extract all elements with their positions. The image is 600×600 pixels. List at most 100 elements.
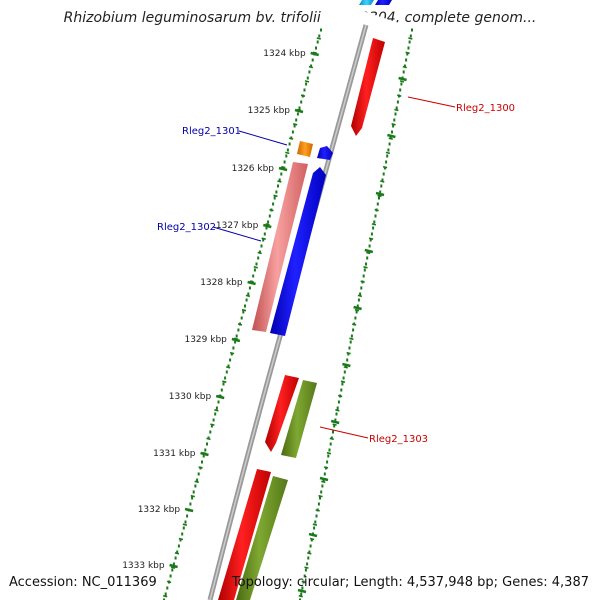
gene-label-rleg2-1301[interactable]: Rleg2_1301 [182,126,241,137]
outer-ruler-minor-tick [352,323,357,326]
inner-ruler-minor-tick [182,523,188,526]
inner-ruler-dot [222,382,225,386]
gene-rleg2-1301-small-features[interactable] [297,141,333,160]
inner-ruler-dot [240,316,243,320]
inner-ruler-dot [232,346,235,350]
inner-ruler-dot [212,418,215,422]
inner-ruler-minor-tick [214,409,219,412]
outer-ruler-major-tick [342,362,351,368]
ruler-tick-label: 1328 kbp [200,278,243,288]
outer-ruler-minor-tick [309,537,315,541]
inner-ruler-dot [311,58,314,62]
inner-ruler-dot [318,34,321,38]
inner-ruler-dot [268,214,271,218]
outer-ruler-minor-tick [340,380,346,383]
outer-ruler-dot [328,448,331,452]
gene-label-rleg2-1303[interactable]: Rleg2_1303 [369,434,428,445]
inner-ruler-minor-tick [229,351,235,355]
outer-ruler-minor-tick [402,65,407,69]
gene-label-rleg2-1300[interactable]: Rleg2_1300 [456,103,515,114]
accession-label: Accession: NC_011369 [9,575,157,590]
outer-ruler-dot [332,430,334,434]
outer-ruler-dot [303,574,306,578]
inner-ruler-minor-tick [296,108,302,112]
inner-ruler-dot [206,442,208,446]
ruler-tick-label: 1324 kbp [263,49,306,59]
outer-ruler-dot [374,214,377,218]
outer-ruler-dot [405,58,408,62]
inner-ruler-minor-tick [277,180,282,183]
outer-ruler-major-tick [319,476,329,482]
inner-ruler-dot [191,496,194,500]
outer-ruler-dot [357,298,360,302]
inner-ruler-minor-tick [285,151,290,155]
outer-ruler-dot [376,202,379,206]
ruler-major-tick [200,451,209,457]
inner-ruler-minor-tick [166,580,172,584]
inner-ruler-dot [253,268,256,272]
inner-ruler-dot [245,298,248,302]
inner-ruler-dot [280,172,283,176]
outer-ruler-dot [391,130,393,134]
inner-ruler-minor-tick [206,437,211,441]
inner-ruler-dot [229,358,232,362]
inner-ruler-minor-tick [237,323,243,326]
outer-ruler-minor-tick [371,223,377,226]
outer-ruler-dot [329,442,332,446]
inner-ruler-dot [166,586,169,590]
outer-ruler-dot [304,568,307,572]
outer-ruler-dot [306,562,309,566]
outer-ruler-dot [333,424,336,428]
gene-rleg2-1302-rna[interactable] [252,162,308,332]
outer-ruler-minor-tick [346,351,351,355]
outer-ruler-dot [382,172,385,176]
inner-ruler-dot [262,238,265,242]
inner-ruler-dot [277,184,279,188]
lower-olive-feature[interactable] [236,476,288,600]
inner-ruler-dot [220,388,223,392]
outer-ruler-minor-tick [338,394,343,398]
inner-ruler-dot [176,550,179,554]
outer-ruler-minor-tick [377,194,382,198]
outer-ruler-minor-tick [304,566,309,569]
inner-ruler-minor-tick [186,509,191,512]
inner-ruler-dot [184,520,187,524]
inner-ruler-dot [248,286,251,290]
top-cyan-feature[interactable] [359,0,392,5]
outer-ruler-dot [372,226,375,230]
inner-ruler-minor-tick [257,251,262,255]
inner-ruler-dot [201,460,203,464]
genome-backbone-highlight [209,24,367,600]
inner-ruler-minor-tick [293,123,298,126]
outer-ruler-minor-tick [391,123,396,126]
inner-ruler-dot [194,484,197,488]
inner-ruler-dot [186,514,189,518]
gene-label-rleg2-1302[interactable]: Rleg2_1302 [157,222,216,233]
outer-ruler-dot [387,148,390,152]
gene-rleg2-1303-cds[interactable] [265,375,317,458]
outer-ruler-dot [355,310,358,314]
inner-ruler-minor-tick [174,552,180,555]
outer-ruler-minor-tick [399,80,405,83]
outer-ruler-dot [386,154,389,158]
outer-ruler-dot [315,514,318,518]
outer-ruler-minor-tick [408,37,413,40]
outer-ruler-dot [323,472,326,476]
inner-ruler-dot [242,310,245,314]
inner-ruler-dot [257,256,260,260]
inner-ruler-dot [272,202,275,206]
outer-ruler-dot [309,544,312,548]
outer-ruler-dot [380,184,383,188]
inner-ruler-dot [164,592,167,596]
gene-rleg2-1300-arrow[interactable] [351,38,385,136]
gene-rleg2-1302-cds[interactable] [270,167,326,336]
outer-ruler-dot [392,124,395,128]
outer-ruler-dot [336,406,339,410]
inner-ruler-minor-tick [226,366,231,369]
inner-ruler-dot [179,538,182,542]
inner-ruler-dot [192,490,195,494]
inner-ruler-minor-tick [316,37,321,40]
inner-ruler-dot [225,370,228,374]
lower-red-cds[interactable] [218,469,271,600]
